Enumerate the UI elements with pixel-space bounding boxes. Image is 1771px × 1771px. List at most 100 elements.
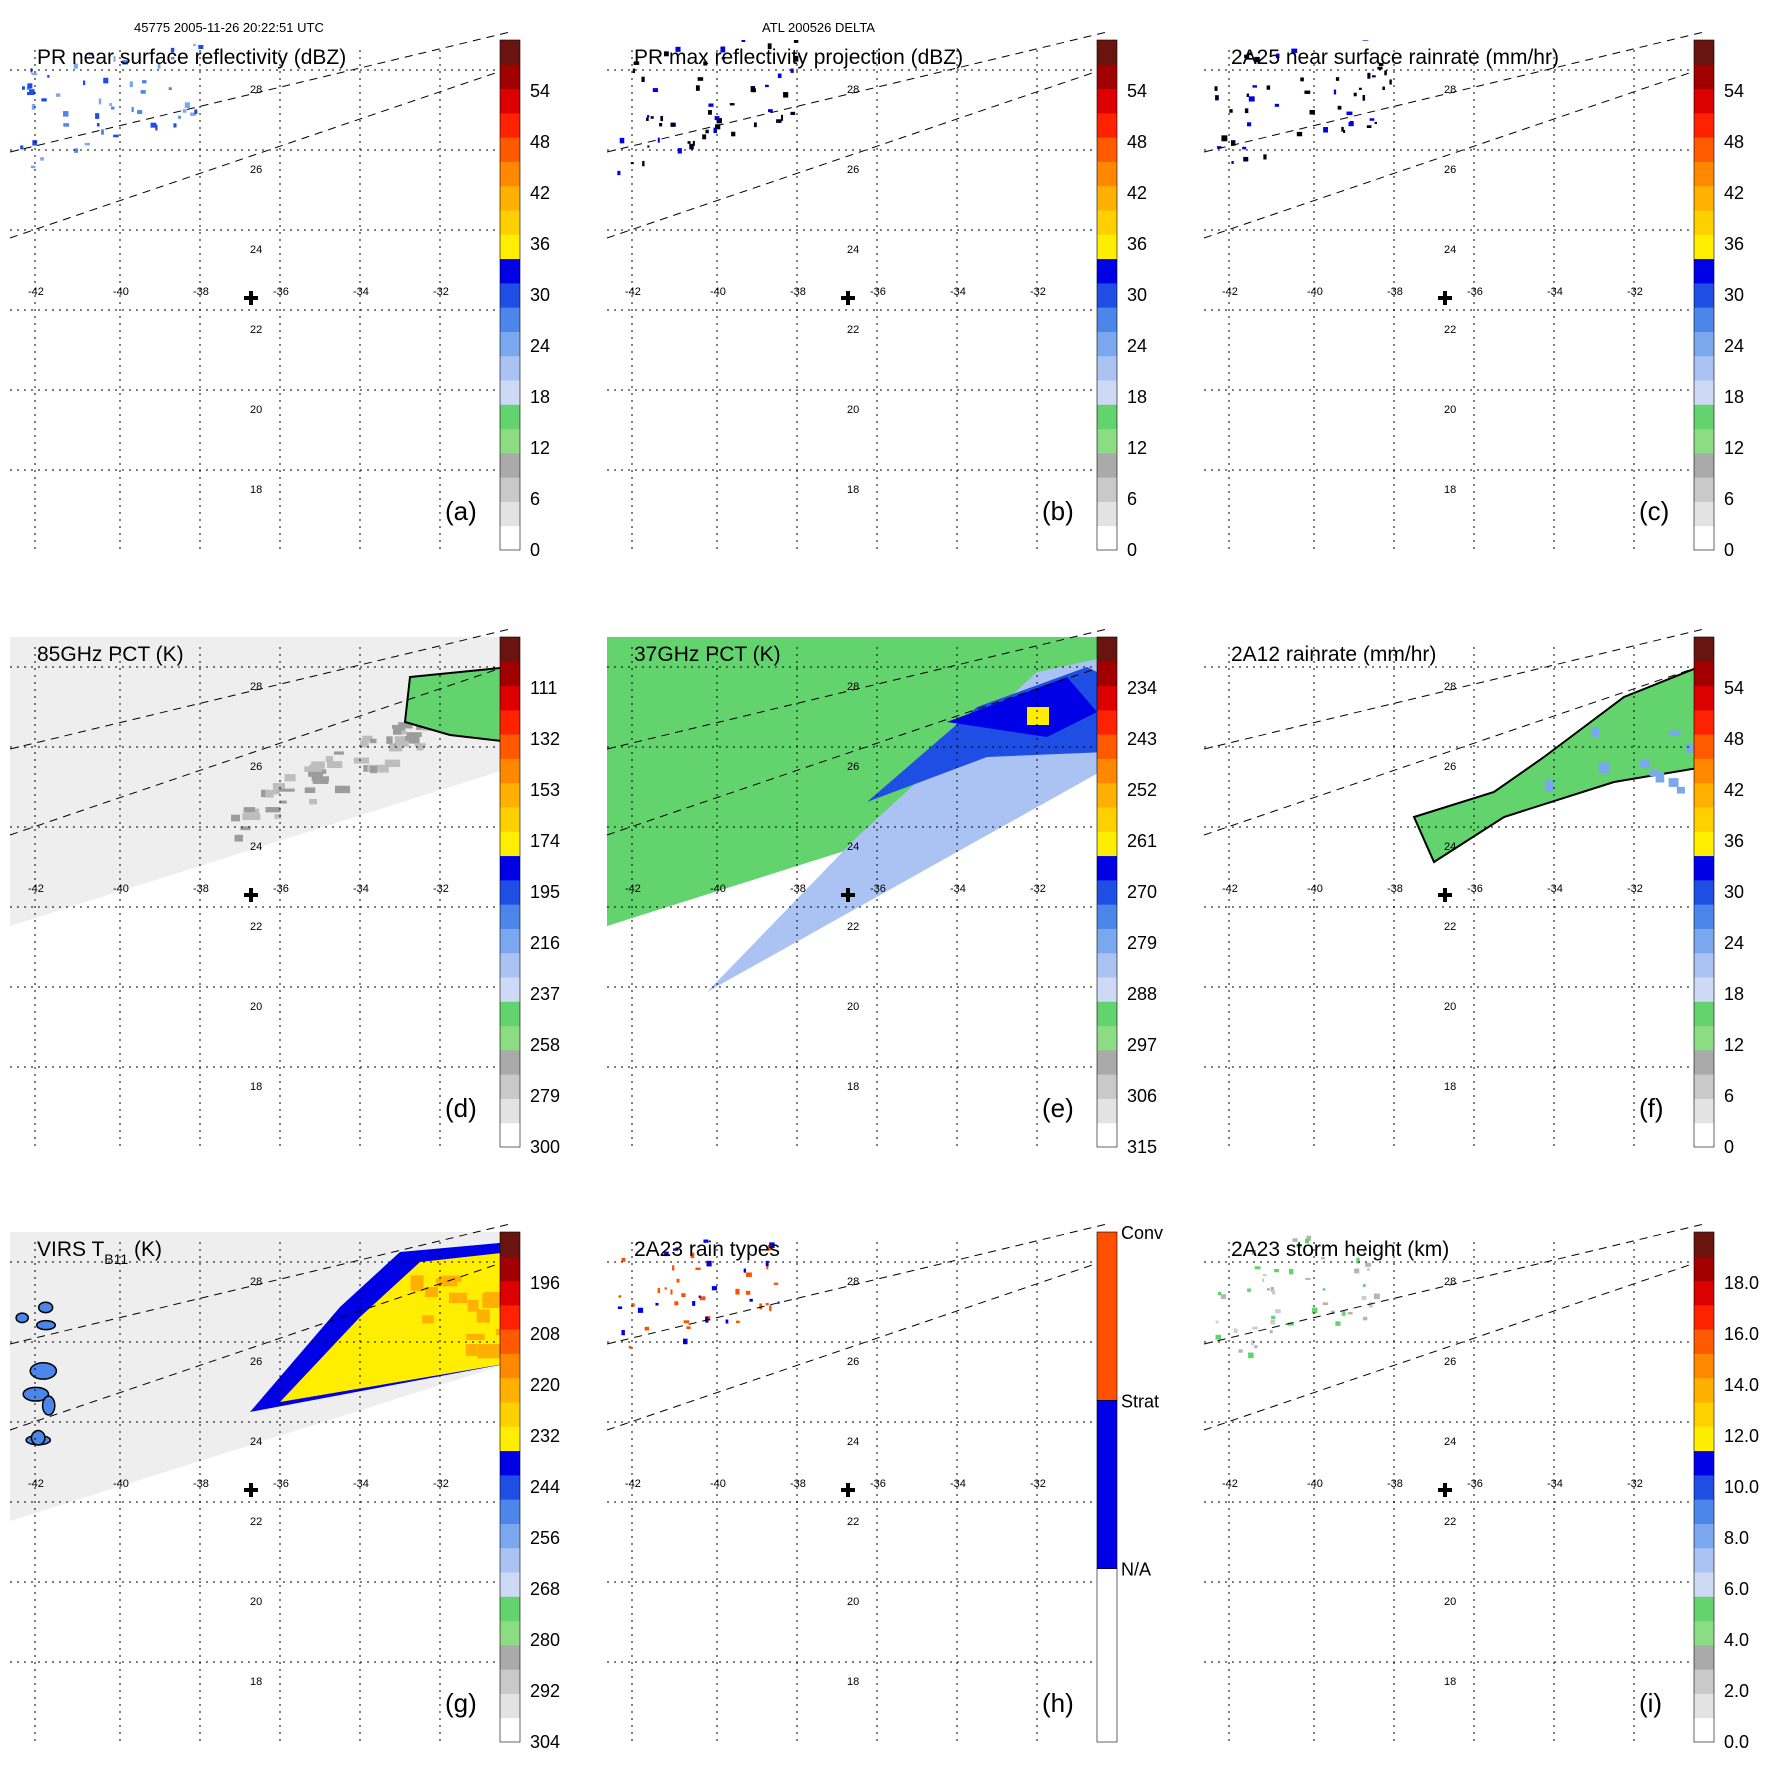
colorbar-segment xyxy=(1694,685,1714,711)
lat-tick-label: 24 xyxy=(250,841,262,853)
colorbar-segment xyxy=(1694,831,1714,857)
colorbar-segment xyxy=(1694,1450,1714,1476)
lat-tick-label: 28 xyxy=(847,1276,859,1288)
colorbar-segment xyxy=(1097,782,1117,808)
colorbar-tick-label: 54 xyxy=(1724,678,1744,698)
colorbar-segment xyxy=(1694,977,1714,1002)
rain-pixel xyxy=(720,46,726,53)
lat-tick-label: 18 xyxy=(847,484,859,496)
colorbar-segment xyxy=(500,637,520,662)
storm-center-marker xyxy=(1438,1483,1452,1497)
colorbar-tick-label: 30 xyxy=(1127,285,1147,305)
colorbar-segment xyxy=(1694,380,1714,405)
rain-pixel xyxy=(95,113,100,119)
colorbar-tick-label: 300 xyxy=(530,1137,560,1157)
colorbar-segment xyxy=(1694,452,1714,478)
rain-pixel xyxy=(31,103,36,110)
colorbar-tick-label: 174 xyxy=(530,831,560,851)
rain-pixel xyxy=(1378,63,1384,67)
colorbar-segment xyxy=(500,258,520,284)
colorbar-tick-label: 12 xyxy=(1724,1035,1744,1055)
rain-pixel xyxy=(1220,1294,1227,1299)
lat-tick-label: 22 xyxy=(847,921,859,933)
lat-tick-label: 20 xyxy=(1444,1001,1456,1013)
swath-edge xyxy=(606,67,1108,239)
rain-pixel xyxy=(82,80,86,86)
rain-pixel xyxy=(720,1229,722,1232)
colorbar-tick-label: 0 xyxy=(1127,540,1137,560)
colorbar-segment xyxy=(500,1232,520,1257)
colorbar-tick-label: 304 xyxy=(530,1732,560,1752)
colorbar-frame xyxy=(1693,636,1715,1148)
rain-pixel xyxy=(1361,1295,1367,1301)
rain-pixel xyxy=(708,103,714,107)
panel-label: (b) xyxy=(1042,496,1074,526)
lat-tick-label: 18 xyxy=(250,1676,262,1688)
colorbar-tick-label: 6.0 xyxy=(1724,1579,1749,1599)
swath-edge xyxy=(9,67,511,239)
colorbar-tick-label: 14.0 xyxy=(1724,1375,1759,1395)
colorbar-tick-label: 208 xyxy=(530,1324,560,1344)
rain-pixel xyxy=(681,1293,686,1298)
colorbar-segment xyxy=(1097,112,1117,138)
rain-pixel xyxy=(790,111,796,116)
rain-pixel xyxy=(713,127,718,134)
rain-pixel xyxy=(711,1286,718,1291)
colorbar-segment xyxy=(500,1547,520,1573)
colorbar-segment xyxy=(1694,758,1714,784)
colorbar-segment xyxy=(500,185,520,211)
rain-pixel xyxy=(725,1319,729,1324)
colorbar-tick-label: 288 xyxy=(1127,984,1157,1004)
rain-pixel xyxy=(1216,146,1222,149)
colorbar-segment xyxy=(1694,1122,1714,1148)
lat-tick-label: 28 xyxy=(1444,681,1456,693)
lon-tick-label: -36 xyxy=(870,286,886,298)
colorbar-segment xyxy=(1097,1049,1117,1075)
rain-pixel xyxy=(675,46,681,52)
colorbar-frame xyxy=(1693,1231,1715,1743)
colorbar-tick-label: 279 xyxy=(1127,933,1157,953)
rain-pixel xyxy=(1231,161,1234,164)
colorbar-tick-label: 297 xyxy=(1127,1035,1157,1055)
rain-pixel xyxy=(1358,87,1362,90)
colorbar-tick-label: 6 xyxy=(1724,1086,1734,1106)
rain-pixel xyxy=(788,1220,793,1223)
storm-center-marker xyxy=(244,888,258,902)
colorbar-tick-label: 261 xyxy=(1127,831,1157,851)
rain-pixel xyxy=(1287,1322,1294,1326)
rain-pixel xyxy=(1304,90,1311,94)
lat-tick-label: 26 xyxy=(250,1356,262,1368)
rain-pixel xyxy=(1346,111,1353,116)
rain-pixel xyxy=(1242,146,1247,150)
rain-pixel xyxy=(84,142,90,146)
panel-label: (h) xyxy=(1042,1688,1074,1718)
colorbar-tick-label: 24 xyxy=(530,336,550,356)
colorbar-segment xyxy=(1097,501,1117,527)
colorbar-segment xyxy=(500,855,520,881)
colorbar-segment xyxy=(1694,1280,1714,1306)
swath-edge xyxy=(9,1259,511,1431)
colorbar-tick-label: 0.0 xyxy=(1724,1732,1749,1752)
colorbar-segment xyxy=(1694,661,1714,687)
colorbar-segment xyxy=(500,331,520,357)
rain-pixel xyxy=(753,1216,756,1220)
colorbar-segment xyxy=(1694,210,1714,235)
rain-pixel xyxy=(1274,1268,1279,1273)
colorbar-segment xyxy=(500,88,520,114)
colorbar-segment xyxy=(1096,1231,1118,1401)
rain-pixel xyxy=(672,1265,675,1271)
panel-title: 37GHz PCT (K) xyxy=(634,643,781,666)
panel-a: -42 -40 -38 -36 -34 -32 28 26 24 22 20 18 PR near su… xyxy=(9,31,550,560)
colorbar-segment xyxy=(1694,1256,1714,1282)
colorbar-segment xyxy=(1694,1474,1714,1500)
rain-pixel xyxy=(1252,1326,1258,1330)
colorbar-segment xyxy=(500,40,520,65)
rain-pixel xyxy=(1365,1262,1371,1267)
lon-tick-label: -36 xyxy=(1467,286,1483,298)
swath-edge xyxy=(9,31,511,153)
colorbar-segment xyxy=(1097,807,1117,832)
colorbar-frame xyxy=(499,1231,521,1743)
rain-pixel xyxy=(621,1257,626,1262)
colorbar-segment xyxy=(1097,282,1117,308)
colorbar-segment xyxy=(1694,1547,1714,1573)
